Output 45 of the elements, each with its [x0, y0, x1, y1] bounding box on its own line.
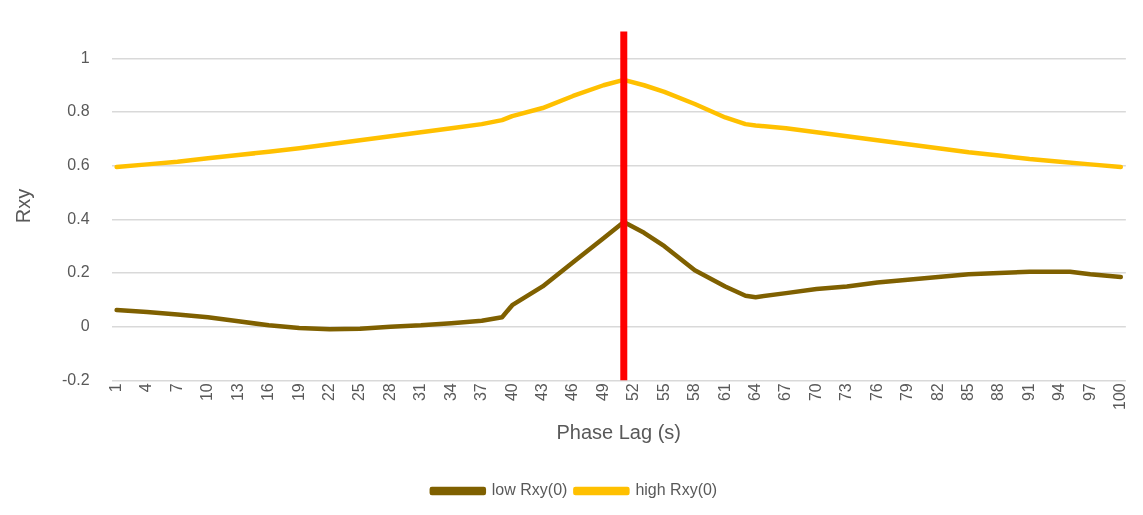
y-tick-label: 0.6 [67, 156, 90, 174]
x-tick-label: 46 [563, 383, 581, 402]
x-tick-label: 67 [776, 383, 794, 402]
y-tick-label: 1 [80, 48, 90, 66]
legend-label: high Rxy(0) [635, 481, 718, 499]
x-tick-label: 94 [1050, 383, 1068, 402]
y-tick-label: 0.2 [67, 263, 90, 281]
x-tick-label: 64 [746, 383, 764, 402]
x-tick-label: 97 [1080, 383, 1098, 402]
x-tick-label: 19 [289, 383, 307, 402]
x-tick-label: 55 [654, 383, 672, 402]
x-tick-label: 13 [228, 383, 246, 402]
y-tick-label: 0.8 [67, 102, 90, 120]
x-tick-label: 82 [928, 383, 946, 402]
x-tick-label: 1 [107, 383, 125, 393]
x-tick-label: 61 [715, 383, 733, 402]
x-tick-label: 10 [198, 383, 216, 402]
x-tick-label: 25 [350, 383, 368, 402]
x-tick-label: 100 [1111, 383, 1129, 411]
x-axis-title: Phase Lag (s) [556, 420, 681, 443]
legend-label: low Rxy(0) [491, 481, 568, 499]
x-tick-label: 31 [411, 383, 429, 402]
x-tick-label: 22 [320, 383, 338, 402]
x-tick-label: 85 [959, 383, 977, 402]
y-tick-label: 0 [80, 317, 90, 335]
y-axis-title: Rxy [11, 188, 34, 224]
x-tick-label: 88 [989, 383, 1007, 402]
x-tick-label: 70 [806, 383, 824, 402]
x-tick-label: 34 [441, 383, 459, 402]
x-tick-label: 79 [898, 383, 916, 402]
x-tick-label: 58 [685, 383, 703, 402]
x-tick-label: 28 [380, 383, 398, 402]
x-tick-label: 16 [259, 383, 277, 402]
y-tick-label: 0.4 [67, 209, 90, 227]
x-tick-label: 73 [837, 383, 855, 402]
x-tick-label: 43 [533, 383, 551, 402]
x-tick-label: 40 [502, 383, 520, 402]
x-tick-label: 4 [137, 383, 155, 393]
x-tick-label: 91 [1019, 383, 1037, 402]
x-tick-label: 76 [867, 383, 885, 402]
x-tick-label: 52 [624, 383, 642, 402]
x-tick-label: 49 [593, 383, 611, 402]
y-tick-label: -0.2 [61, 370, 90, 388]
x-tick-label: 37 [472, 383, 490, 402]
x-tick-label: 7 [167, 383, 185, 393]
